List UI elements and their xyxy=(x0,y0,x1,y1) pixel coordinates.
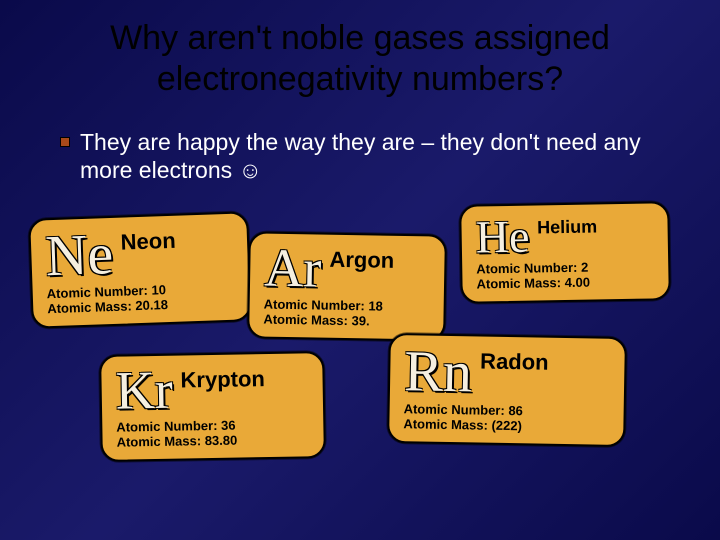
name-ar: Argon xyxy=(329,247,394,274)
ne-atomic-mass: 20.18 xyxy=(135,297,168,313)
card-radon: Rn Radon Atomic Number: 86 Atomic Mass: … xyxy=(387,333,627,447)
bullet-icon xyxy=(60,137,70,147)
card-argon: Ar Argon Atomic Number: 18 Atomic Mass: … xyxy=(247,231,447,341)
name-he: Helium xyxy=(537,217,597,239)
name-ne: Neon xyxy=(120,228,176,256)
ar-atomic-mass: 39. xyxy=(351,313,369,328)
ar-atomic-number: 18 xyxy=(368,298,383,313)
rn-atomic-number: 86 xyxy=(508,403,523,418)
label-atomic-mass: Atomic Mass: xyxy=(403,416,488,432)
label-atomic-number: Atomic Number: xyxy=(116,418,217,435)
kr-atomic-mass: 83.80 xyxy=(205,432,238,448)
label-atomic-mass: Atomic Mass: xyxy=(47,299,132,317)
card-neon: Ne Neon Atomic Number: 10 Atomic Mass: 2… xyxy=(28,211,252,329)
symbol-rn: Rn xyxy=(404,345,473,398)
he-atomic-mass: 4.00 xyxy=(565,275,591,290)
bullet-row: They are happy the way they are – they d… xyxy=(0,110,720,186)
name-rn: Radon xyxy=(480,349,549,376)
symbol-kr: Kr xyxy=(115,366,173,416)
symbol-he: He xyxy=(475,216,529,258)
symbol-ne: Ne xyxy=(45,228,114,283)
card-helium: He Helium Atomic Number: 2 Atomic Mass: … xyxy=(459,201,671,304)
label-atomic-mass: Atomic Mass: xyxy=(476,276,561,292)
symbol-ar: Ar xyxy=(264,244,322,294)
card-krypton: Kr Krypton Atomic Number: 36 Atomic Mass… xyxy=(99,351,326,462)
slide-title: Why aren't noble gases assigned electron… xyxy=(0,0,720,110)
label-atomic-mass: Atomic Mass: xyxy=(263,311,348,327)
kr-atomic-number: 36 xyxy=(221,417,236,432)
ne-atomic-number: 10 xyxy=(151,282,166,297)
element-cards: Ne Neon Atomic Number: 10 Atomic Mass: 2… xyxy=(0,185,720,525)
bullet-text: They are happy the way they are – they d… xyxy=(80,128,660,186)
label-atomic-mass: Atomic Mass: xyxy=(116,433,201,449)
he-atomic-number: 2 xyxy=(581,260,588,275)
name-kr: Krypton xyxy=(180,366,265,393)
rn-atomic-mass: (222) xyxy=(491,418,522,434)
